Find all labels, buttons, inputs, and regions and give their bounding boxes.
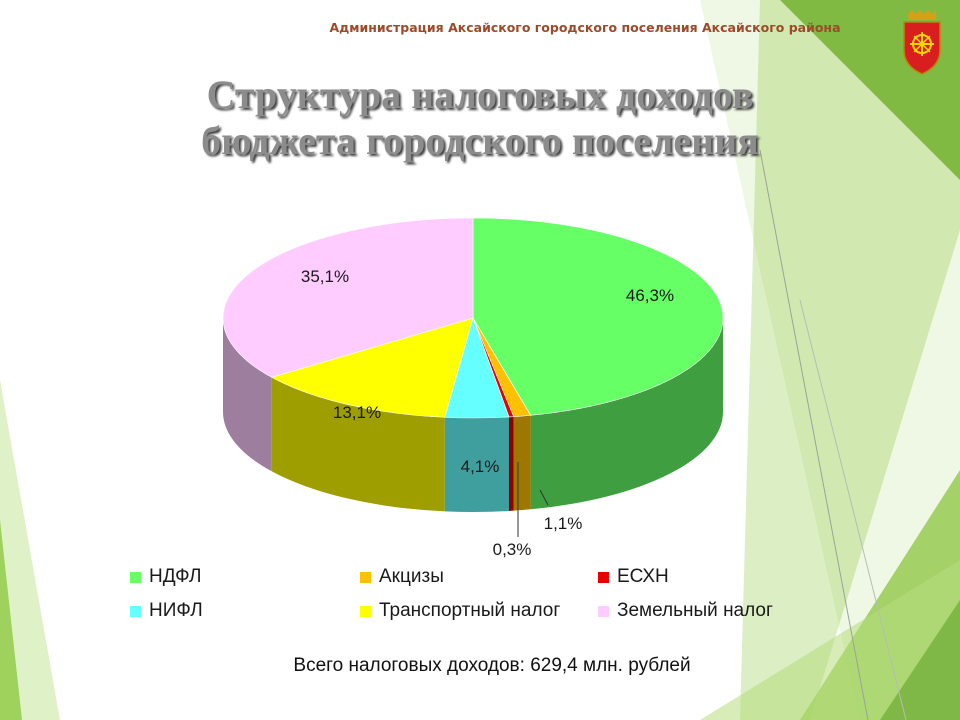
pie-label-транспортный-налог: 13,1% (333, 403, 381, 422)
pie-label-есхн: 0,3% (493, 540, 532, 559)
pie-label-нифл: 4,1% (461, 457, 500, 476)
legend-swatch (598, 571, 609, 583)
legend-item-земельный-налог: Земельный налог (598, 600, 773, 622)
pie-side-нифл (444, 416, 510, 513)
pie-label-ндфл: 46,3% (626, 286, 674, 305)
coat-of-arms-icon (903, 10, 941, 75)
pie-slices (222, 217, 724, 419)
legend-label: Транспортный налог (379, 600, 561, 621)
pie-side-есхн (509, 416, 514, 511)
title-line-2: бюджета городского поселения (201, 118, 759, 163)
legend-item-акцизы: Акцизы (360, 566, 444, 588)
legend-swatch (360, 605, 371, 617)
pie-slice-земельный-налог (222, 217, 474, 378)
legend-swatch (130, 571, 141, 583)
total-revenue-text: Всего налоговых доходов: 629,4 млн. рубл… (293, 655, 691, 676)
pie-label-акцизы: 1,1% (544, 514, 583, 533)
pie-side-транспортный-налог (271, 377, 445, 512)
legend-label: НДФЛ (149, 566, 202, 587)
legend-item-ндфл: НДФЛ (130, 566, 201, 588)
legend-swatch (130, 605, 141, 617)
title-line-1: Структура налоговых доходов (206, 72, 754, 117)
legend-label: ЕСХН (617, 566, 669, 587)
legend-swatch (360, 571, 371, 583)
legend-label: Земельный налог (617, 600, 773, 621)
legend-swatch (598, 605, 609, 617)
pie-side-земельный-налог (223, 318, 272, 472)
pie-sides (223, 318, 723, 513)
legend-item-есхн: ЕСХН (598, 566, 669, 588)
legend-label: НИФЛ (149, 600, 203, 621)
pie-data-labels: 46,3% 1,1% 0,3% 4,1% 13,1% 35,1% (301, 267, 674, 559)
legend-label: Акцизы (379, 566, 444, 587)
pie-label-земельный-налог: 35,1% (301, 267, 349, 286)
slide-title: Структура налоговых доходов бюджета горо… (150, 72, 810, 164)
organization-header: Администрация Аксайского городского посе… (329, 20, 841, 35)
pie-leader-lines (517, 462, 549, 537)
legend-item-транспортный-налог: Транспортный налог (360, 600, 560, 622)
leader-line-акцизы (539, 489, 549, 506)
pie-slice-транспортный-налог (270, 317, 474, 418)
pie-slice-ндфл (472, 217, 724, 416)
legend-item-нифл: НИФЛ (130, 600, 203, 622)
pie-side-акцизы (513, 415, 531, 511)
pie-side-ндфл (530, 318, 723, 510)
